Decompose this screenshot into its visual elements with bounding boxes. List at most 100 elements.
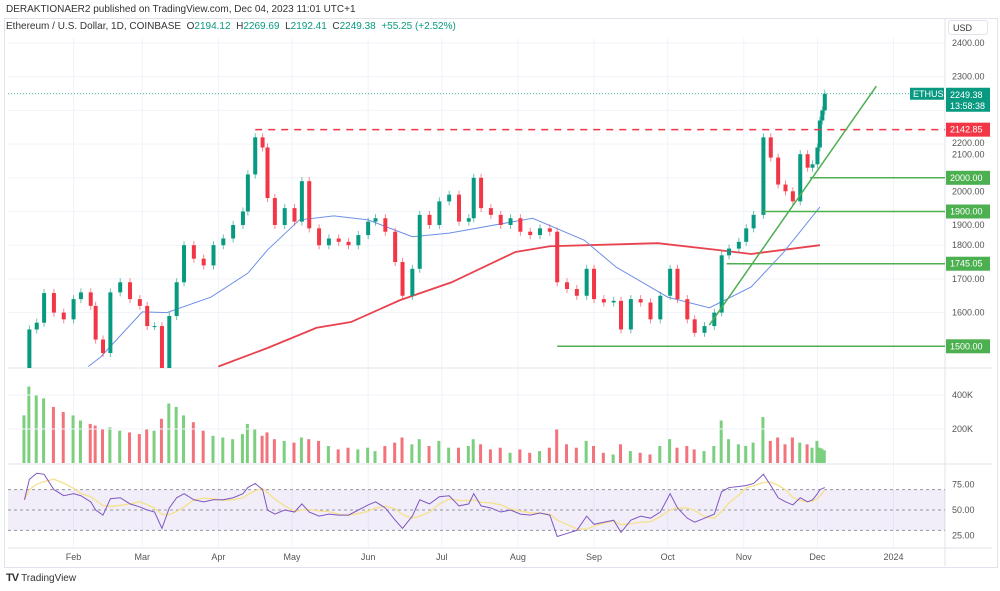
volume-bar: [751, 442, 755, 463]
level-badge-label: 1745.05: [950, 259, 983, 269]
candle: [783, 184, 788, 192]
volume-bar: [118, 430, 122, 463]
volume-bar: [668, 439, 672, 463]
candle: [317, 228, 322, 246]
candle: [152, 326, 157, 328]
volume-bar: [456, 447, 460, 463]
volume-bar: [417, 439, 421, 463]
volume-bar: [611, 454, 615, 463]
last-price-badge: [946, 87, 990, 112]
volume-bar: [712, 446, 716, 463]
volume-bar: [768, 440, 772, 463]
publisher-line: DERAKTIONAER2 published on TradingView.c…: [6, 4, 356, 15]
candle: [768, 137, 773, 158]
volume-bar: [719, 420, 723, 463]
price-tick-label: 2300.00: [952, 72, 985, 82]
symbol-legend: Ethereum / U.S. Dollar, 1D, COINBASE O21…: [6, 21, 456, 32]
volume-bar: [810, 447, 814, 463]
volume-bar: [51, 406, 55, 463]
candle: [128, 282, 133, 300]
candle: [648, 302, 653, 320]
volume-bar: [508, 452, 512, 463]
candle: [619, 300, 624, 330]
candle: [555, 231, 560, 283]
candle: [88, 292, 93, 306]
volume-bar: [702, 451, 706, 463]
volume-bar: [260, 435, 264, 463]
volume-bar: [638, 452, 642, 463]
time-tick-label: Feb: [66, 552, 82, 562]
volume-bar: [437, 440, 441, 463]
volume-bar: [675, 447, 679, 463]
candle: [78, 292, 83, 300]
ma-slow-line: [218, 242, 820, 368]
candle: [299, 181, 304, 222]
rsi-tick-label: 25.00: [952, 531, 975, 541]
candle: [518, 218, 523, 232]
candle: [471, 177, 476, 219]
candle: [240, 211, 245, 225]
volume-bar: [366, 447, 370, 463]
low-value: 2192.41: [290, 21, 327, 32]
level-badge: [946, 339, 990, 354]
ma-fast-line: [87, 206, 821, 367]
candle: [400, 262, 405, 296]
level-badge: [946, 122, 990, 137]
volume-bar: [466, 446, 470, 463]
volume-bar: [167, 403, 171, 463]
currency-button[interactable]: USD: [948, 20, 988, 35]
volume-bar: [221, 437, 225, 463]
volume-bar: [820, 448, 824, 463]
time-tick-label: Jun: [361, 552, 376, 562]
candle: [538, 228, 543, 236]
candle: [668, 268, 673, 296]
candle: [437, 201, 442, 225]
volume-bar: [182, 415, 186, 463]
candle: [692, 319, 697, 333]
candle: [805, 154, 810, 168]
candle: [191, 245, 196, 259]
rsi-tick-label: 75.00: [952, 480, 975, 490]
candle: [611, 300, 616, 303]
volume-bar: [42, 398, 46, 463]
time-tick-label: Mar: [135, 552, 151, 562]
countdown-label: 13:58:38: [950, 101, 985, 111]
last-price-label: 2249.38: [950, 90, 983, 100]
volume-bar: [783, 444, 787, 463]
volume-bar: [137, 434, 141, 463]
candle: [675, 268, 680, 300]
candle: [751, 214, 756, 229]
volume-bar: [447, 447, 451, 463]
candle: [346, 241, 351, 246]
volume-bar: [292, 442, 296, 463]
chart-frame: [4, 18, 998, 568]
price-tick-label: 1600.00: [952, 308, 985, 318]
high-value: 2269.69: [243, 21, 280, 32]
volume-bar: [815, 440, 819, 463]
volume-bar: [240, 434, 244, 463]
tradingview-logo-icon: TV: [6, 572, 19, 584]
volume-bar: [547, 447, 551, 463]
candle: [211, 245, 216, 266]
volume-bar: [619, 444, 623, 463]
candle: [488, 208, 493, 215]
symbol-name: Ethereum / U.S. Dollar, 1D, COINBASE: [6, 21, 182, 32]
candle: [547, 228, 552, 232]
volume-bar: [658, 446, 662, 463]
volume-bar: [817, 447, 821, 463]
symbol-badge-label: ETHUSD: [913, 89, 951, 99]
candle: [574, 289, 579, 296]
time-tick-label: Jul: [436, 552, 448, 562]
candle: [265, 147, 270, 199]
rsi-ma-line: [23, 478, 826, 530]
volume-bar: [265, 432, 269, 463]
candle: [427, 214, 432, 225]
volume-bar: [798, 442, 802, 463]
open-value: 2194.12: [194, 21, 231, 32]
candle: [27, 329, 32, 368]
volume-bar: [736, 444, 740, 463]
price-tick-label: 2100.00: [952, 150, 985, 160]
volume-tick-label: 400K: [952, 390, 973, 400]
candle: [93, 305, 98, 340]
